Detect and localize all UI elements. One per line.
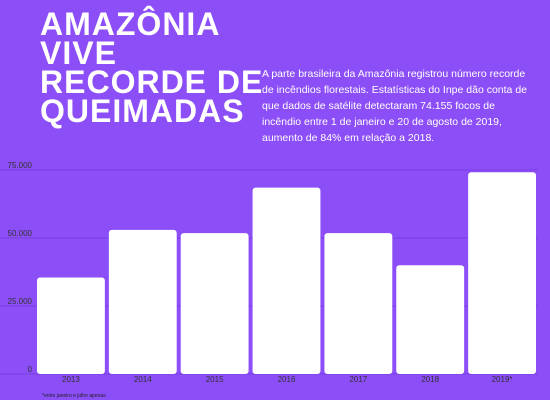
y-tick-label: 50.000: [8, 229, 33, 238]
x-tick-label: 2014: [134, 375, 152, 384]
bar: [181, 233, 249, 374]
y-tick-label: 75.000: [8, 161, 33, 170]
bar: [396, 265, 464, 374]
x-tick-label: 2013: [62, 375, 80, 384]
y-tick-label: 0: [28, 365, 33, 374]
bar: [468, 172, 536, 374]
bar: [37, 277, 105, 374]
x-tick-label: 2016: [278, 375, 296, 384]
x-tick-label: 2018: [421, 375, 439, 384]
x-tick-label: 2017: [349, 375, 367, 384]
bars: [37, 172, 536, 374]
bar: [324, 233, 392, 374]
y-tick-label: 25.000: [8, 297, 33, 306]
bar: [253, 188, 321, 374]
x-tick-label: 2015: [206, 375, 224, 384]
x-axis-ticks: 2013 2014 2015 2016 2017 2018 2019*: [62, 375, 513, 384]
bar: [109, 230, 177, 374]
footnote: *entre janeiro e julho apenas: [42, 393, 106, 399]
x-tick-label: 2019*: [492, 375, 513, 384]
y-axis-ticks: 0 25.000 50.000 75.000: [8, 161, 33, 374]
